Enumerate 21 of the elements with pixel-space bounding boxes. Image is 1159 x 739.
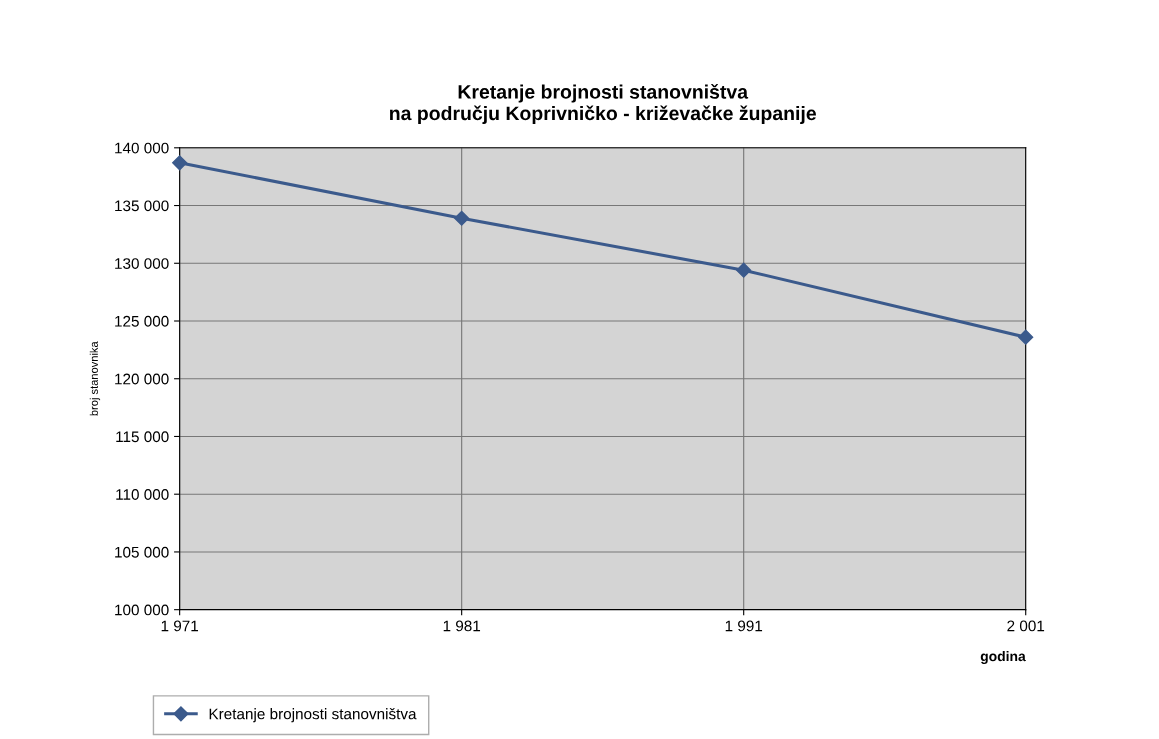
x-tick-label: 2 001 [1007, 620, 1045, 632]
y-tick-label: 140 000 [115, 142, 169, 154]
y-tick-label: 105 000 [115, 546, 169, 558]
point [172, 155, 188, 171]
y-tick-label: 110 000 [116, 489, 169, 500]
x-tick-label: 1 981 [443, 620, 481, 632]
legend-label: Kretanje brojnosti stanovništva [209, 708, 417, 723]
y-tick-label: 100 000 [115, 604, 169, 616]
y-axis-title: broj stanovnika [89, 341, 101, 416]
y-tick-label: 115 000 [116, 431, 169, 443]
x-tick-label: 1 971 [161, 620, 199, 632]
y-tick-label: 120 000 [115, 373, 169, 385]
point [454, 210, 470, 226]
x-tick-label: 1 991 [725, 620, 763, 632]
point [1018, 329, 1034, 345]
y-tick-label: 130 000 [115, 258, 169, 269]
y-tick-label: 135 000 [115, 200, 169, 212]
x-axis-title: godina [980, 651, 1026, 665]
chart-title: Kretanje brojnosti stanovništva na području Koprivničko - križevačke županije [390, 84, 816, 125]
point [736, 262, 752, 278]
y-tick-label: 125 000 [115, 315, 169, 327]
